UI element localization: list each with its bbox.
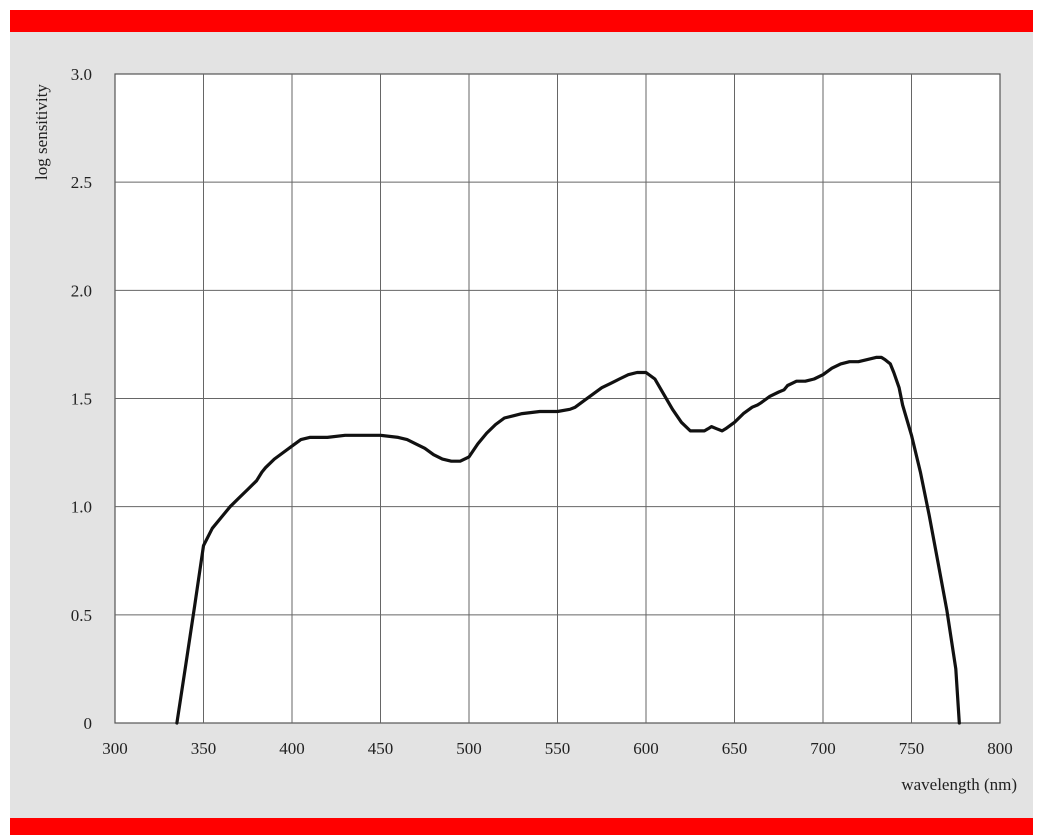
x-axis-title: wavelength (nm) — [901, 775, 1017, 794]
y-tick-label: 0.5 — [71, 606, 92, 625]
top-red-stripe — [10, 10, 1033, 32]
y-tick-labels: 0 0.5 1.0 1.5 2.0 2.5 3.0 — [71, 65, 92, 733]
x-tick-label: 550 — [545, 739, 571, 758]
x-tick-label: 800 — [987, 739, 1013, 758]
x-tick-label: 700 — [810, 739, 836, 758]
y-tick-label: 3.0 — [71, 65, 92, 84]
sensitivity-curve — [175, 355, 961, 725]
bottom-red-stripe — [10, 818, 1033, 835]
x-tick-label: 350 — [191, 739, 217, 758]
y-tick-label: 2.5 — [71, 173, 92, 192]
x-tick-label: 750 — [899, 739, 925, 758]
y-tick-label: 0 — [84, 714, 93, 733]
y-tick-label: 1.5 — [71, 390, 92, 409]
x-tick-label: 300 — [102, 739, 128, 758]
y-tick-label: 1.0 — [71, 498, 92, 517]
x-tick-labels: 300 350 400 450 500 550 600 650 700 750 800 — [102, 739, 1013, 758]
x-tick-label: 400 — [279, 739, 305, 758]
y-axis-title: log sensitivity — [32, 84, 51, 180]
x-tick-label: 600 — [633, 739, 659, 758]
x-tick-label: 450 — [368, 739, 394, 758]
x-tick-label: 650 — [722, 739, 748, 758]
gridlines — [115, 74, 1000, 723]
x-tick-label: 500 — [456, 739, 482, 758]
y-tick-label: 2.0 — [71, 281, 92, 300]
